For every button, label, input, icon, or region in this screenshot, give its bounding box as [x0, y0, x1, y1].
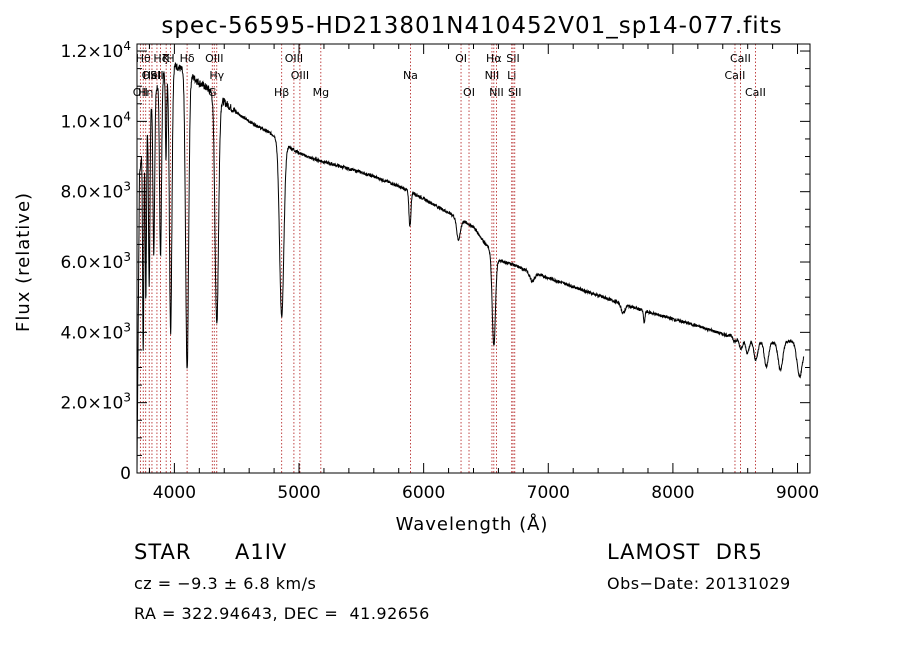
line-marker-label-23: Li: [507, 69, 516, 82]
y-axis-label: Flux (relative): [13, 192, 34, 332]
line-marker-label-27: CaII: [730, 52, 751, 65]
line-marker-label-10: G: [208, 86, 217, 99]
y-tick-label-1: 2.0×103: [60, 391, 131, 414]
plot-frame: [136, 43, 811, 474]
line-marker-label-26: CaII: [725, 69, 746, 82]
y-tick-label-4: 8.0×103: [60, 180, 131, 203]
line-marker-label-25: SII: [508, 86, 521, 99]
y-tick-label-6: 1.2×104: [60, 39, 131, 62]
line-marker-label-8: H: [166, 52, 174, 65]
line-marker-label-3: OII: [142, 69, 157, 82]
line-marker-label-16: Mg: [313, 86, 329, 99]
line-marker-label-22: NII: [489, 86, 504, 99]
survey-name: LAMOST DR5: [607, 540, 763, 564]
line-marker-label-4: HeI: [143, 69, 161, 82]
y-tick-label-5: 1.0×104: [60, 109, 131, 132]
y-tick-label-0: 0: [120, 464, 131, 484]
y-tick-label-3: 6.0×103: [60, 250, 131, 273]
spectrum-line: [136, 62, 805, 474]
object-type: STAR: [134, 540, 192, 564]
line-marker-label-6: Hζ: [153, 52, 167, 65]
line-marker-label-7: K: [163, 52, 171, 65]
y-tick-label-2: 4.0×103: [60, 320, 131, 343]
x-tick-label-0: 4000: [153, 483, 196, 503]
x-axis-label: Wavelength (Å): [396, 513, 549, 535]
x-tick-label-1: 5000: [277, 483, 320, 503]
line-marker-label-11: OIII: [205, 52, 223, 65]
line-marker-label-18: OI: [455, 52, 467, 65]
line-marker-label-21: Hα: [486, 52, 502, 65]
x-tick-label-5: 9000: [776, 483, 819, 503]
object-subclass: A1IV: [235, 540, 288, 564]
line-marker-label-28: CaII: [745, 86, 766, 99]
redshift-value: cz = −9.3 ± 6.8 km/s: [134, 574, 317, 593]
x-tick-label-3: 7000: [527, 483, 570, 503]
observation-date: Obs−Date: 20131029: [607, 574, 791, 593]
coordinates: RA = 322.94643, DEC = 41.92656: [134, 604, 430, 623]
line-marker-label-5: SII: [150, 69, 163, 82]
line-marker-label-17: Na: [403, 69, 418, 82]
line-marker-label-1: Hθ: [136, 52, 151, 65]
line-marker-label-19: OI: [463, 86, 475, 99]
x-tick-label-2: 6000: [402, 483, 445, 503]
x-tick-label-4: 8000: [651, 483, 694, 503]
spectrum-layer: [136, 62, 805, 474]
line-marker-label-12: Hγ: [209, 69, 224, 82]
line-marker-label-20: NII: [485, 69, 500, 82]
chart-title: spec-56595-HD213801N410452V01_sp14-077.f…: [161, 13, 782, 39]
line-marker-label-14: OIII: [285, 52, 303, 65]
line-marker-label-2: Hη: [138, 86, 153, 99]
line-marker-label-24: SII: [506, 52, 519, 65]
line-marker-label-13: Hβ: [274, 86, 289, 99]
axis-ticks: 4000 5000 6000 7000 8000 9000 0 2.0×103 4.0×103 6…: [60, 39, 819, 503]
line-marker-label-15: OIII: [291, 69, 309, 82]
line-marker-label-9: Hδ: [180, 52, 195, 65]
